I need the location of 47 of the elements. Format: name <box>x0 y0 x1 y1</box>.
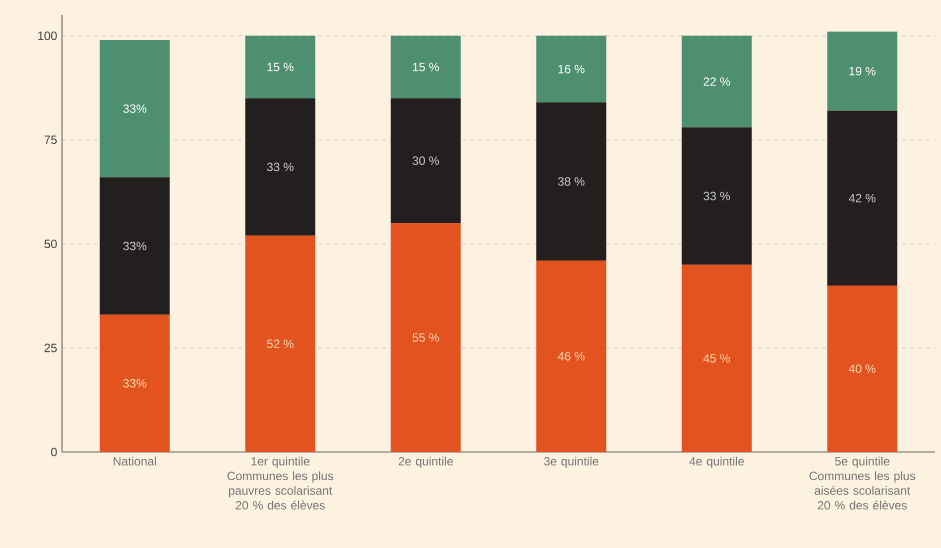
bar <box>390 223 461 452</box>
data-label: 33 % <box>704 192 730 200</box>
data-label: 45 % <box>703 354 730 363</box>
data-label: 33% <box>123 242 146 250</box>
data-label: 16 % <box>558 64 584 74</box>
bar <box>536 260 606 452</box>
bar <box>390 36 461 98</box>
bar <box>682 36 752 128</box>
data-label: 30 % <box>412 156 439 165</box>
bar <box>827 110 898 286</box>
x-tick-label: 1er quintile Communes les plus pauvres scolarisant 20 % des élèves <box>228 456 334 510</box>
bar <box>100 40 170 178</box>
bar <box>245 98 316 236</box>
data-label: 55 % <box>412 333 439 342</box>
bar <box>100 314 170 452</box>
data-label: 38 % <box>558 177 584 186</box>
bar <box>245 236 316 452</box>
y-tick-label: 75 <box>44 136 57 144</box>
y-tick-label: 0 <box>51 448 57 456</box>
data-label: 33% <box>123 379 146 388</box>
data-label: 52 % <box>267 340 294 348</box>
y-tick-label: 25 <box>44 344 57 352</box>
bar <box>100 177 170 315</box>
x-tick-label: National <box>114 456 156 466</box>
x-tick-label: 5e quintile Communes les plus aisées scolarisant 20 % des élèves <box>810 456 916 510</box>
bar <box>536 36 606 102</box>
bar <box>827 286 898 452</box>
bar <box>682 264 752 452</box>
data-label: 15 % <box>268 62 294 72</box>
x-tick-label: 3e quintile <box>544 456 598 468</box>
data-label: 33% <box>123 104 146 113</box>
bar <box>827 32 898 111</box>
x-tick-label: 2e quintile <box>398 456 453 468</box>
data-label: 33 % <box>267 162 294 172</box>
bar <box>682 127 752 265</box>
data-label: 40 % <box>848 364 876 374</box>
y-tick-label: 50 <box>44 240 57 248</box>
data-label: 15 % <box>413 62 439 72</box>
bar <box>245 36 316 98</box>
x-tick-label: 4e quintile <box>689 456 744 468</box>
data-label: 42 % <box>848 194 876 202</box>
data-label: 22 % <box>704 77 730 86</box>
bar <box>390 98 461 224</box>
bar <box>536 102 606 261</box>
data-label: 46 % <box>558 352 584 361</box>
y-tick-label: 100 <box>38 32 57 40</box>
data-label: 19 % <box>850 66 876 76</box>
